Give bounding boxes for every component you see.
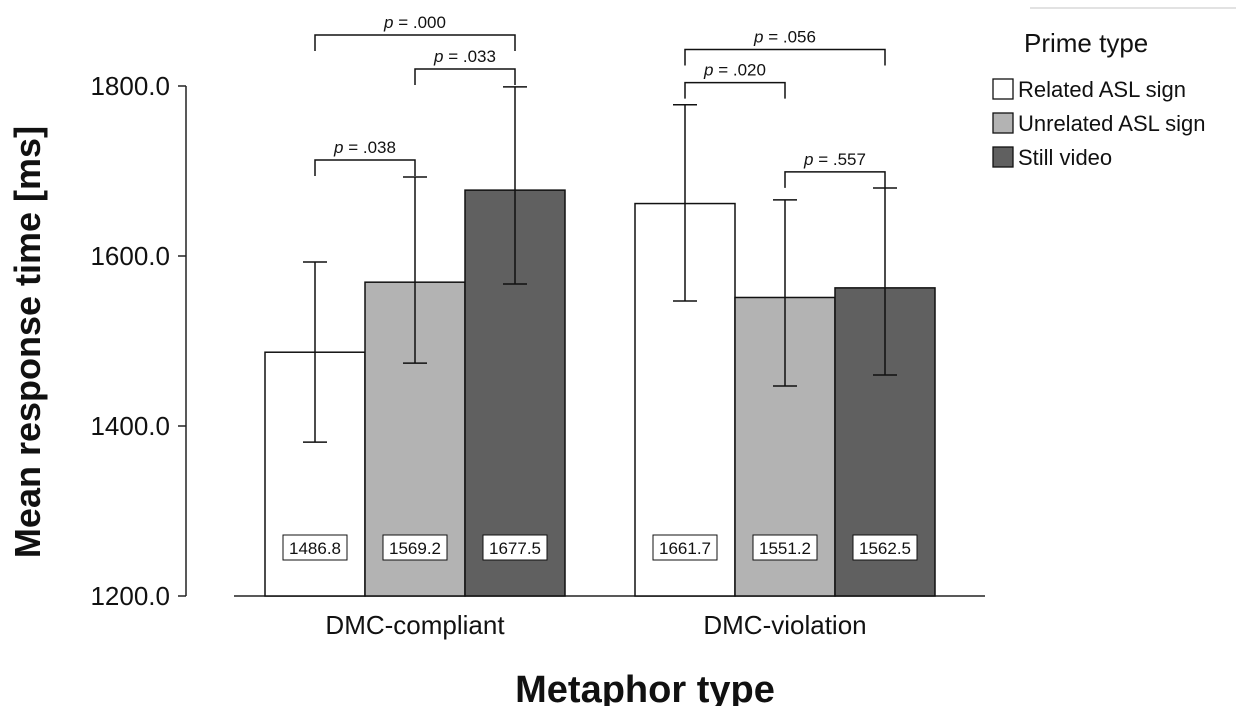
p-value-label: p = .038: [333, 138, 396, 157]
significance-bracket: [684, 48, 886, 66]
value-label: 1562.5: [859, 539, 911, 558]
significance-bracket: [414, 68, 516, 85]
value-label: 1486.8: [289, 539, 341, 558]
p-value-label: p = .033: [433, 47, 496, 66]
value-label: 1569.2: [389, 539, 441, 558]
p-value-label: p = .056: [753, 27, 816, 46]
value-label-box: [382, 534, 448, 561]
p-symbol: p: [333, 138, 343, 157]
error-bars: [303, 86, 897, 443]
y-tick-label: 1400.0: [90, 411, 170, 441]
y-tick-label: 1200.0: [90, 581, 170, 611]
value-label-box: [482, 534, 548, 561]
p-symbol: p: [383, 13, 393, 32]
legend-title: Prime type: [1024, 28, 1148, 58]
value-label-box: [752, 534, 818, 561]
legend-swatch: [992, 112, 1014, 134]
value-labels: 1486.8 1661.7 1569.2 1551.2 1677.5 1562.5: [282, 534, 918, 561]
legend-label: Still video: [1018, 145, 1112, 170]
p-value-label: p = .557: [803, 150, 866, 169]
significance-bracket: [314, 159, 416, 176]
value-label-box: [282, 534, 348, 561]
p-symbol: p: [703, 61, 713, 80]
p-value: = .056: [764, 27, 816, 46]
p-symbol: p: [753, 27, 763, 46]
p-value-label: p = .000: [383, 13, 446, 32]
value-label: 1677.5: [489, 539, 541, 558]
x-category-label: DMC-violation: [703, 610, 866, 640]
p-value: = .038: [344, 138, 396, 157]
p-symbol: p: [433, 47, 443, 66]
legend-label: Related ASL sign: [1018, 77, 1186, 102]
p-value: = .033: [444, 47, 496, 66]
y-tick-label: 1600.0: [90, 241, 170, 271]
p-symbol: p: [803, 150, 813, 169]
p-value-label: p = .020: [703, 61, 766, 80]
significance-bracket: [684, 81, 786, 99]
axes: 1200.0 1400.0 1600.0 1800.0 DMC-compliant DMC…: [90, 71, 985, 640]
significance-bracket: [314, 34, 516, 51]
legend-swatch: [992, 146, 1014, 168]
p-value: = .557: [814, 150, 866, 169]
value-label: 1551.2: [759, 539, 811, 558]
value-label-box: [852, 534, 918, 561]
x-axis-title: Metaphor type: [515, 669, 775, 706]
legend-label: Unrelated ASL sign: [1018, 111, 1206, 136]
legend: Prime type Related ASL sign Unrelated ASL…: [992, 7, 1236, 170]
p-value: = .000: [394, 13, 446, 32]
value-label: 1661.7: [659, 539, 711, 558]
bars: [264, 189, 936, 597]
y-axis-title: Mean response time [ms]: [7, 126, 48, 558]
value-label-box: [652, 534, 718, 561]
p-value: = .020: [714, 61, 766, 80]
x-category-label: DMC-compliant: [325, 610, 505, 640]
significance-bracket: [784, 171, 886, 188]
y-tick-label: 1800.0: [90, 71, 170, 101]
legend-swatch: [992, 78, 1014, 100]
